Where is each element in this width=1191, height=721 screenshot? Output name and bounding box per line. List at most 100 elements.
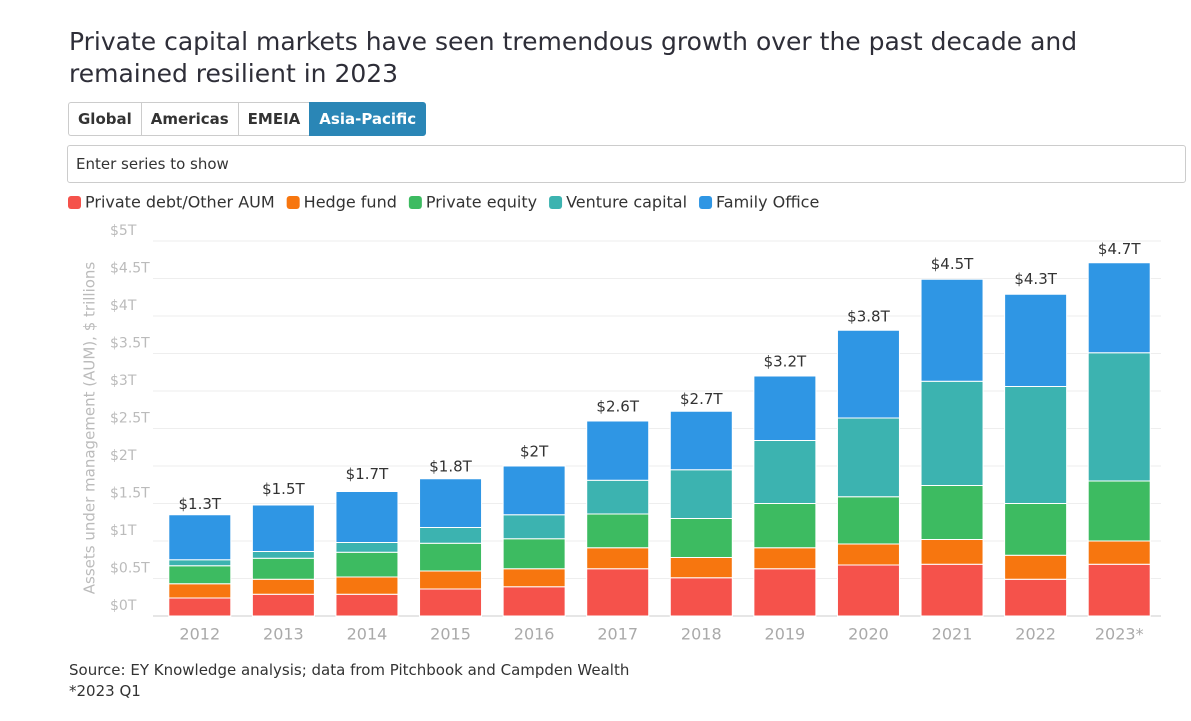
bar-segment xyxy=(335,576,399,595)
y-tick-label: $5T xyxy=(110,223,137,239)
bar-segment xyxy=(753,375,817,441)
bar-segment xyxy=(251,551,315,559)
bar-segment xyxy=(920,539,984,565)
legend-label[interactable]: Private debt/Other AUM xyxy=(85,193,275,212)
y-tick-label: $0T xyxy=(110,598,137,614)
bar-segment xyxy=(1087,540,1151,565)
y-tick-label: $3T xyxy=(110,373,137,389)
chart-title: Private capital markets have seen tremen… xyxy=(69,27,1078,88)
bar-segment xyxy=(753,568,817,617)
y-axis-label: Assets under management (AUM), $ trillio… xyxy=(81,262,99,595)
legend-label[interactable]: Private equity xyxy=(426,193,537,212)
bar-segment xyxy=(419,570,483,590)
y-tick-label: $4.5T xyxy=(110,261,150,277)
legend-swatch[interactable] xyxy=(286,196,300,209)
bar-segment xyxy=(1004,386,1068,504)
bar-segment xyxy=(836,417,900,498)
y-tick-label: $4T xyxy=(110,298,137,314)
y-tick-label: $2T xyxy=(110,448,137,464)
legend-swatch[interactable] xyxy=(549,196,563,209)
bar-segment xyxy=(1087,352,1151,482)
bar-segment xyxy=(586,420,650,481)
footnote: *2023 Q1 xyxy=(69,682,141,700)
bar-segment xyxy=(335,593,399,617)
legend-label[interactable]: Venture capital xyxy=(566,193,687,212)
bar-segment xyxy=(1087,563,1151,617)
x-tick-label: 2020 xyxy=(848,625,889,644)
bar-segment xyxy=(502,514,566,540)
x-tick-label: 2018 xyxy=(681,625,722,644)
bar-segment xyxy=(419,588,483,617)
bar-segment xyxy=(168,597,232,617)
bar-segment xyxy=(1087,480,1151,542)
x-tick-label: 2022 xyxy=(1015,625,1056,644)
bar-segment xyxy=(502,538,566,570)
legend-swatch[interactable] xyxy=(68,196,81,209)
y-tick-label: $0.5T xyxy=(110,561,150,577)
bar-segment xyxy=(502,568,566,588)
bar-segment xyxy=(419,542,483,572)
bar-segment xyxy=(836,564,900,617)
bar-segment xyxy=(502,586,566,617)
bar-segment xyxy=(586,547,650,570)
bar-segment xyxy=(669,557,733,579)
total-label: $1.7T xyxy=(346,465,389,483)
series-search[interactable]: Enter series to show xyxy=(67,145,1186,183)
bar-segment xyxy=(168,583,232,599)
bar-segment xyxy=(168,565,232,585)
bar-segment xyxy=(836,329,900,419)
y-tick-label: $1T xyxy=(110,523,137,539)
legend-swatch[interactable] xyxy=(408,196,422,209)
source: Source: EY Knowledge analysis; data from… xyxy=(69,660,629,702)
total-label: $3.2T xyxy=(764,353,807,371)
bar-segment xyxy=(586,513,650,549)
region-tab[interactable]: EMEIA xyxy=(237,102,310,136)
bar-segment xyxy=(920,563,984,617)
bar-segment xyxy=(753,440,817,504)
bar-segment xyxy=(920,485,984,540)
bar-segment xyxy=(168,559,232,567)
y-tick-label: $1.5T xyxy=(110,486,150,502)
legend-label[interactable]: Hedge fund xyxy=(304,193,397,212)
x-tick-label: 2019 xyxy=(765,625,806,644)
bar-segment xyxy=(753,503,817,549)
bar-segment xyxy=(168,514,232,561)
total-label: $1.5T xyxy=(262,480,305,498)
bar-segment xyxy=(669,410,733,471)
total-label: $1.8T xyxy=(429,458,472,476)
bar-segment xyxy=(251,557,315,580)
total-label: $4.3T xyxy=(1014,270,1057,288)
bar-segment xyxy=(1004,293,1068,387)
total-label: $4.5T xyxy=(931,255,974,273)
bar-segment xyxy=(836,496,900,545)
region-tab[interactable]: Global xyxy=(68,102,141,136)
bar-segment xyxy=(1087,262,1151,354)
y-tick-label: $3.5T xyxy=(110,336,150,352)
bar-segment xyxy=(586,479,650,515)
legend-label[interactable]: Family Office xyxy=(716,193,819,212)
bar-segment xyxy=(669,469,733,519)
bar-segment xyxy=(251,504,315,552)
x-tick-label: 2023* xyxy=(1095,625,1144,644)
region-tab[interactable]: Asia-Pacific xyxy=(309,102,427,136)
region-tab[interactable]: Americas xyxy=(140,102,238,136)
bar-segment xyxy=(335,542,399,553)
bar-segment xyxy=(669,518,733,558)
y-tick-label: $2.5T xyxy=(110,411,150,427)
x-tick-label: 2012 xyxy=(179,625,220,644)
legend-swatch[interactable] xyxy=(699,196,713,209)
bar-segment xyxy=(836,543,900,566)
x-tick-label: 2017 xyxy=(597,625,638,644)
bar-segment xyxy=(335,551,399,578)
x-tick-label: 2013 xyxy=(263,625,304,644)
bar-segment xyxy=(1004,554,1068,580)
bar-segment xyxy=(920,278,984,382)
bar-segment xyxy=(335,491,399,543)
bar-segment xyxy=(419,527,483,544)
bar-segment xyxy=(1004,578,1068,617)
total-label: $1.3T xyxy=(179,495,222,513)
bar-segment xyxy=(920,380,984,486)
total-label: $4.7T xyxy=(1098,240,1141,258)
